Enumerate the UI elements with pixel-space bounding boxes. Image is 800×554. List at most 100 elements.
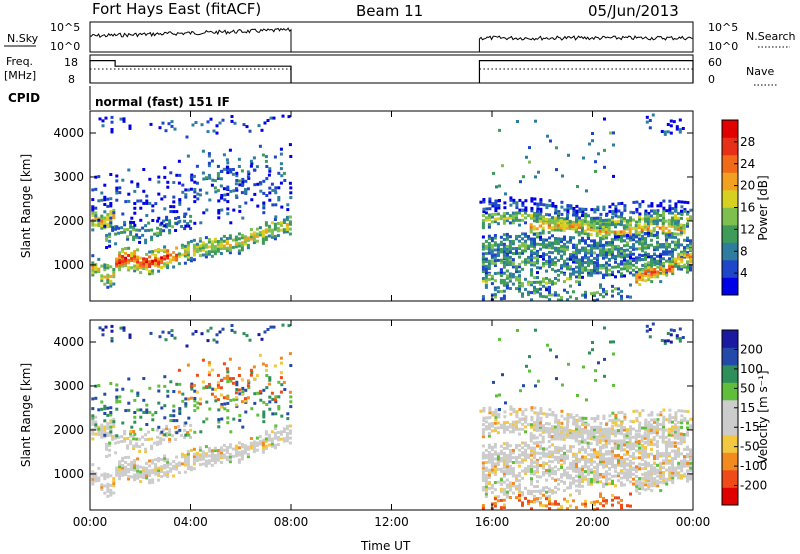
power-cell [268, 167, 272, 171]
velocity-cell [124, 456, 128, 459]
power-cell [268, 198, 272, 202]
velocity-cell [629, 464, 632, 468]
power-cell [228, 236, 232, 240]
power-cell [136, 258, 140, 262]
velocity-cell [545, 485, 548, 489]
power-cell [178, 198, 182, 202]
velocity-cell [674, 473, 677, 477]
velocity-cell [94, 423, 98, 427]
velocity-cell [196, 406, 200, 410]
velocity-cell [645, 329, 649, 333]
power-cell [511, 242, 515, 246]
velocity-cell [557, 467, 560, 471]
velocity-cell [511, 469, 515, 473]
power-cell [162, 229, 166, 233]
velocity-cell [210, 368, 214, 372]
velocity-cell [536, 465, 539, 469]
power-cell [603, 117, 606, 121]
velocity-cell [644, 421, 647, 425]
velocity-cell [665, 442, 668, 446]
power-cell [216, 189, 220, 193]
power-cell [572, 253, 575, 257]
power-cell [620, 247, 623, 250]
power-cell [505, 274, 509, 278]
velocity-cell [505, 483, 509, 487]
velocity-cell [502, 451, 506, 455]
velocity-cell [674, 457, 677, 460]
velocity-cell [614, 454, 617, 458]
velocity-cell [536, 475, 539, 479]
velocity-cell [157, 425, 161, 429]
velocity-cell [123, 429, 127, 433]
power-cell [256, 182, 260, 186]
power-cell [629, 261, 632, 265]
velocity-cell [266, 328, 270, 331]
velocity-cell [97, 466, 101, 470]
velocity-cell [572, 464, 575, 468]
velocity-cell [103, 484, 107, 488]
power-cell [551, 246, 554, 250]
power-cell [521, 218, 524, 222]
velocity-cell [260, 337, 264, 341]
power-cell [563, 247, 566, 251]
velocity-cell [138, 449, 142, 453]
power-cell [561, 174, 564, 178]
velocity-cell [683, 455, 686, 459]
velocity-cell [611, 482, 614, 486]
velocity-cell [665, 459, 668, 463]
power-cell [590, 219, 593, 223]
power-cell [499, 235, 503, 239]
power-cell [557, 214, 560, 218]
velocity-cell [611, 421, 615, 425]
power-cell [530, 206, 534, 210]
power-cell [665, 252, 668, 256]
velocity-cell [602, 499, 605, 503]
power-cell [496, 217, 500, 221]
power-cell [222, 247, 226, 250]
power-cell [175, 258, 179, 262]
power-cell [139, 218, 143, 222]
power-cell [683, 208, 687, 212]
power-cell [207, 152, 211, 156]
power-cell [97, 216, 101, 220]
power-cell [508, 242, 512, 246]
velocity-cell [677, 454, 680, 458]
velocity-cell [677, 409, 681, 413]
velocity-cell [670, 441, 674, 445]
velocity-cell [229, 430, 233, 434]
velocity-cell [608, 482, 611, 486]
velocity-cell [94, 396, 98, 400]
power-cell [186, 258, 190, 261]
power-cell [664, 231, 668, 235]
velocity-cell [599, 460, 602, 464]
velocity-cell [656, 420, 659, 424]
velocity-cell [575, 427, 578, 431]
power-cell [273, 189, 277, 193]
power-cell [493, 264, 497, 267]
velocity-cell [650, 489, 654, 493]
power-cell [539, 214, 542, 218]
velocity-cell [177, 390, 181, 394]
power-cell [279, 152, 283, 156]
velocity-cell [505, 469, 509, 473]
power-cell [288, 222, 292, 226]
velocity-cell [192, 455, 196, 459]
power-cell [255, 232, 259, 236]
velocity-cell [662, 408, 666, 412]
power-cell [571, 222, 575, 226]
velocity-cell [674, 452, 677, 456]
velocity-cell [281, 323, 285, 327]
power-cell [653, 263, 657, 267]
power-cell [650, 202, 654, 206]
power-cell [100, 198, 104, 202]
velocity-cell [533, 465, 536, 469]
velocity-cell [530, 500, 533, 504]
power-cell [495, 185, 498, 189]
power-cell [680, 231, 683, 235]
power-cell [674, 216, 677, 220]
power-cell [178, 219, 182, 223]
power-cell [635, 200, 639, 204]
power-cell [518, 211, 521, 215]
velocity-cell [641, 443, 644, 447]
power-cell [605, 221, 608, 225]
